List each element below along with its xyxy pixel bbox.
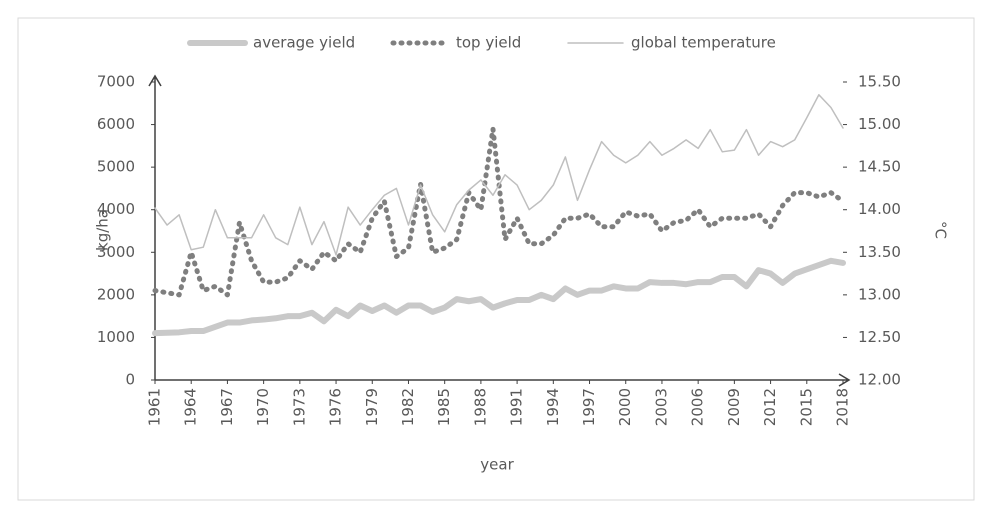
x-tick-label: 2012 (761, 388, 779, 426)
x-tick-label: 2006 (689, 388, 707, 426)
y2-tick-label: 12.50 (858, 328, 901, 346)
y2-tick-label: 13.00 (858, 285, 901, 303)
y-axis (148, 74, 162, 380)
legend-label: top yield (456, 34, 521, 52)
x-tick-label: 2003 (652, 388, 670, 426)
x-tick-label: 1967 (218, 388, 236, 426)
series-line (154, 94, 844, 256)
x-axis-title: year (480, 456, 514, 474)
x-tick-label: 1970 (254, 388, 272, 426)
y2-axis-title: °C (932, 221, 950, 239)
x-tick-label: 2009 (725, 388, 743, 426)
x-tick-label: 1994 (544, 388, 562, 426)
series-line (152, 257, 846, 337)
x-tick-label: 1982 (399, 388, 417, 426)
y-tick-label: 3000 (97, 243, 135, 261)
x-tick-label: 2015 (797, 388, 815, 426)
x-tick-label: 1991 (508, 388, 526, 426)
chart-frame (17, 17, 975, 501)
y2-tick-label: 15.50 (858, 73, 901, 91)
y-tick-label: 6000 (97, 115, 135, 133)
x-tick-label: 1973 (290, 388, 308, 426)
y-tick-label: 2000 (97, 285, 135, 303)
y-tick-label: 5000 (97, 158, 135, 176)
y2-tick-label: 13.50 (858, 243, 901, 261)
y-axis-title: kg/ha (94, 209, 112, 251)
x-tick-label: 1985 (435, 388, 453, 426)
y2-tick-label: 12.00 (858, 371, 901, 389)
x-tick-label: 2000 (616, 388, 634, 426)
y2-tick-label: 14.00 (858, 200, 901, 218)
y2-tick-label: 14.50 (858, 158, 901, 176)
x-tick-label: 1961 (146, 388, 164, 426)
y2-tick-label: 15.00 (858, 115, 901, 133)
x-axis (155, 373, 851, 387)
y-tick-label: 1000 (97, 328, 135, 346)
x-tick-label: 1979 (363, 388, 381, 426)
x-tick-label: 1976 (327, 388, 345, 426)
legend-label: global temperature (631, 34, 776, 52)
y-tick-label: 4000 (97, 200, 135, 218)
y-tick-label: 7000 (97, 73, 135, 91)
x-tick-label: 2018 (834, 388, 852, 426)
x-tick-label: 1997 (580, 388, 598, 426)
legend-label: average yield (253, 34, 355, 52)
x-tick-label: 1964 (182, 388, 200, 426)
x-tick-label: 1988 (471, 388, 489, 426)
y-tick-label: 0 (125, 371, 135, 389)
